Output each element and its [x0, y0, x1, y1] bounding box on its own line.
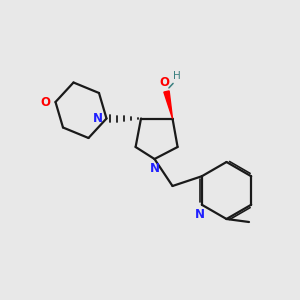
Text: N: N — [149, 162, 160, 175]
Text: O: O — [159, 76, 169, 89]
Text: N: N — [195, 208, 205, 221]
Text: N: N — [93, 112, 103, 125]
Text: H: H — [173, 71, 181, 81]
Polygon shape — [164, 91, 172, 118]
Text: O: O — [40, 95, 50, 109]
